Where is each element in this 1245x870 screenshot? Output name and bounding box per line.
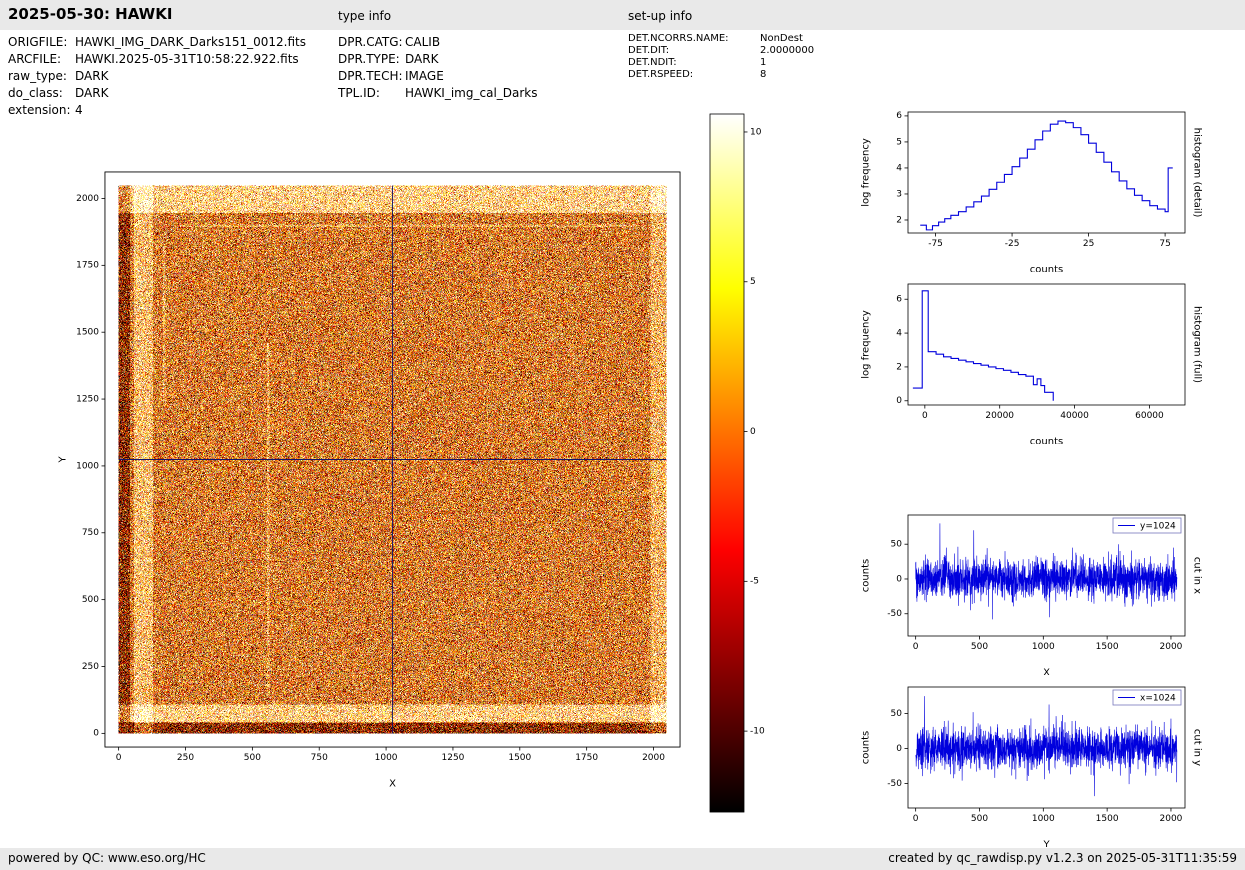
info-value: 4 bbox=[75, 103, 83, 117]
info-row-ncorrs: DET.NCORRS.NAME: NonDest bbox=[628, 33, 814, 45]
info-label: DPR.TECH: bbox=[338, 69, 403, 83]
footer-powered-by: powered by QC: www.eso.org/HC bbox=[8, 851, 206, 865]
info-row-arcfile: ARCFILE: HAWKI.2025-05-31T10:58:22.922.f… bbox=[8, 52, 306, 69]
type-info-heading: type info bbox=[338, 9, 392, 23]
info-value: HAWKI_IMG_DARK_Darks151_0012.fits bbox=[75, 35, 306, 49]
page-title: 2025-05-30: HAWKI bbox=[8, 5, 173, 23]
info-row-tpl-id: TPL.ID: HAWKI_img_cal_Darks bbox=[338, 86, 538, 103]
info-label: ORIGFILE: bbox=[8, 35, 68, 49]
colorbar bbox=[708, 108, 778, 820]
info-label: DPR.CATG: bbox=[338, 35, 403, 49]
info-row-dpr-catg: DPR.CATG: CALIB bbox=[338, 35, 538, 52]
footer-bar: powered by QC: www.eso.org/HC created by… bbox=[0, 848, 1245, 870]
info-value: 8 bbox=[760, 69, 767, 80]
info-value: NonDest bbox=[760, 33, 803, 44]
type-info-block: DPR.CATG: CALIB DPR.TYPE: DARK DPR.TECH:… bbox=[338, 35, 538, 103]
info-row-dpr-tech: DPR.TECH: IMAGE bbox=[338, 69, 538, 86]
footer-created-by: created by qc_rawdisp.py v1.2.3 on 2025-… bbox=[888, 851, 1237, 865]
info-row-ndit: DET.NDIT: 1 bbox=[628, 57, 814, 69]
info-label: raw_type: bbox=[8, 69, 67, 83]
cut-in-y-plot bbox=[852, 675, 1240, 847]
histogram-detail-plot bbox=[852, 100, 1240, 272]
info-label: ARCFILE: bbox=[8, 52, 62, 66]
info-value: IMAGE bbox=[405, 69, 444, 83]
info-row-rspeed: DET.RSPEED: 8 bbox=[628, 69, 814, 81]
histogram-full-plot bbox=[852, 272, 1240, 444]
info-value: HAWKI.2025-05-31T10:58:22.922.fits bbox=[75, 52, 299, 66]
cut-in-x-plot bbox=[852, 503, 1240, 675]
info-label: DET.DIT: bbox=[628, 45, 670, 56]
setup-info-heading: set-up info bbox=[628, 9, 693, 23]
info-row-extension: extension: 4 bbox=[8, 103, 306, 120]
detector-image-plot bbox=[38, 148, 710, 813]
info-label: DPR.TYPE: bbox=[338, 52, 400, 66]
info-value: DARK bbox=[75, 86, 109, 100]
header-bar: 2025-05-30: HAWKI type info set-up info bbox=[0, 0, 1245, 30]
info-value: DARK bbox=[405, 52, 439, 66]
info-row-dit: DET.DIT: 2.0000000 bbox=[628, 45, 814, 57]
info-row-dpr-type: DPR.TYPE: DARK bbox=[338, 52, 538, 69]
info-label: TPL.ID: bbox=[338, 86, 380, 100]
info-row-raw-type: raw_type: DARK bbox=[8, 69, 306, 86]
setup-info-block: DET.NCORRS.NAME: NonDest DET.DIT: 2.0000… bbox=[628, 33, 814, 81]
info-label: DET.NDIT: bbox=[628, 57, 677, 68]
info-value: 1 bbox=[760, 57, 767, 68]
info-label: do_class: bbox=[8, 86, 63, 100]
info-value: HAWKI_img_cal_Darks bbox=[405, 86, 538, 100]
info-value: CALIB bbox=[405, 35, 441, 49]
info-label: DET.NCORRS.NAME: bbox=[628, 33, 729, 44]
info-value: DARK bbox=[75, 69, 109, 83]
info-row-do-class: do_class: DARK bbox=[8, 86, 306, 103]
info-label: extension: bbox=[8, 103, 71, 117]
info-value: 2.0000000 bbox=[760, 45, 815, 56]
file-info-block: ORIGFILE: HAWKI_IMG_DARK_Darks151_0012.f… bbox=[8, 35, 306, 120]
info-row-origfile: ORIGFILE: HAWKI_IMG_DARK_Darks151_0012.f… bbox=[8, 35, 306, 52]
info-label: DET.RSPEED: bbox=[628, 69, 694, 80]
